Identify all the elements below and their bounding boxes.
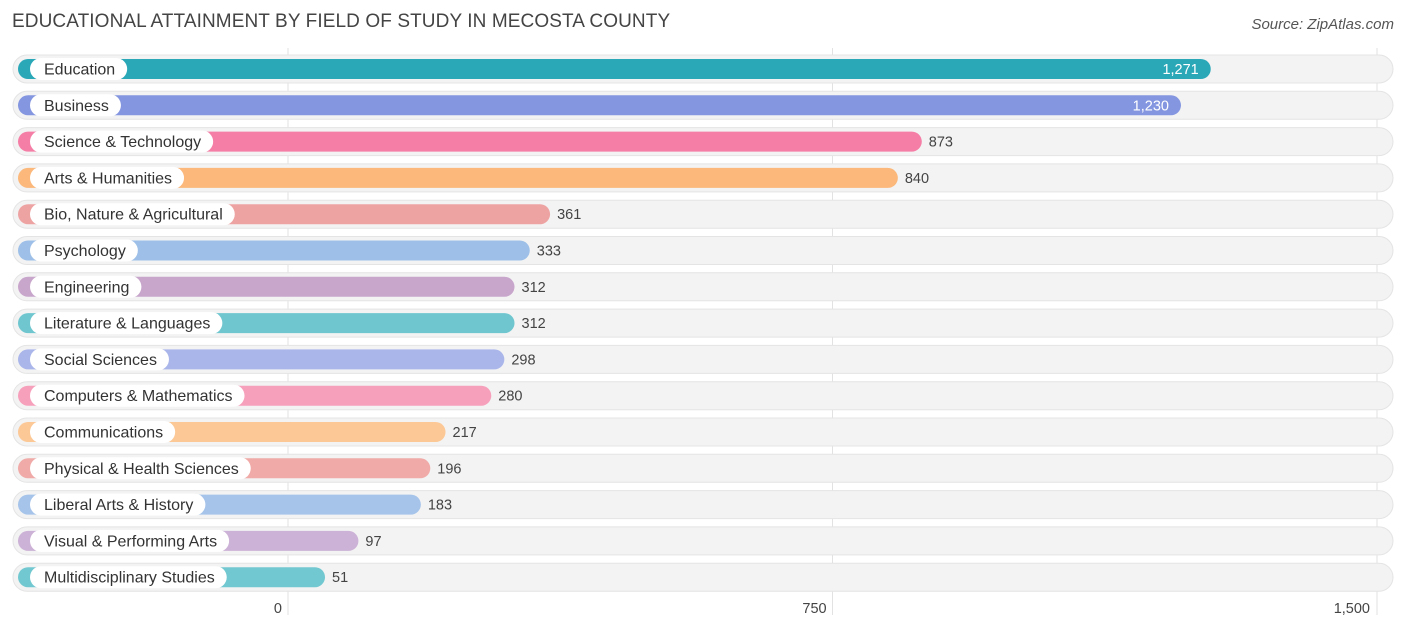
value-label: 312 [522,316,546,332]
bar [18,131,922,152]
bar [18,95,1181,116]
category-label-pill [30,166,185,189]
category-label-pill [30,312,223,335]
value-label: 196 [437,461,461,477]
value-label: 361 [557,207,581,223]
value-label: 280 [498,389,522,405]
category-label: Science & Technology [44,134,201,151]
bar-track [12,526,1394,556]
category-label-pill [30,457,251,480]
value-label: 97 [365,534,381,550]
category-label-pill [30,348,169,371]
category-label: Education [44,62,115,79]
x-tick-label: 750 [802,601,826,617]
category-label: Visual & Performing Arts [44,533,217,550]
category-label: Liberal Arts & History [44,497,193,514]
category-label-pill [30,275,142,298]
value-label: 312 [522,280,546,296]
category-label: Social Sciences [44,352,157,369]
category-label-pill [30,203,235,226]
value-label: 840 [905,171,929,187]
category-label-pill [30,94,121,117]
value-label: 183 [428,498,452,514]
value-label: 217 [453,425,477,441]
category-label-pill [30,239,138,262]
category-label-pill [30,421,176,443]
category-label-pill [30,493,206,516]
category-label: Engineering [44,279,129,296]
category-label-pill [30,529,230,552]
chart-title: EDUCATIONAL ATTAINMENT BY FIELD OF STUDY… [12,11,671,32]
bar [18,240,530,261]
value-label: 1,230 [1133,98,1169,114]
x-tick-label: 0 [274,601,282,617]
value-label: 333 [537,244,561,260]
value-label: 51 [332,570,348,586]
bar-track [12,562,1394,592]
category-label-pill [30,566,227,589]
category-label: Literature & Languages [44,316,210,333]
category-label: Computers & Mathematics [44,388,233,405]
category-label-pill [30,58,128,80]
category-label: Psychology [44,243,126,260]
x-tick-label: 1,500 [1334,601,1370,617]
category-label-pill [30,384,245,407]
source-label: Source: ZipAtlas.com [1251,16,1394,33]
category-label: Business [44,98,109,115]
category-label: Physical & Health Sciences [44,461,239,478]
category-label: Multidisciplinary Studies [44,570,215,587]
category-label-pill [30,130,214,153]
category-label: Bio, Nature & Agricultural [44,207,223,224]
category-label: Arts & Humanities [44,170,172,187]
value-label: 873 [929,135,953,151]
bar [18,167,898,188]
value-label: 1,271 [1162,62,1198,78]
bar [18,59,1211,79]
value-label: 298 [511,352,535,368]
category-label: Communications [44,425,163,442]
bar [18,276,515,297]
